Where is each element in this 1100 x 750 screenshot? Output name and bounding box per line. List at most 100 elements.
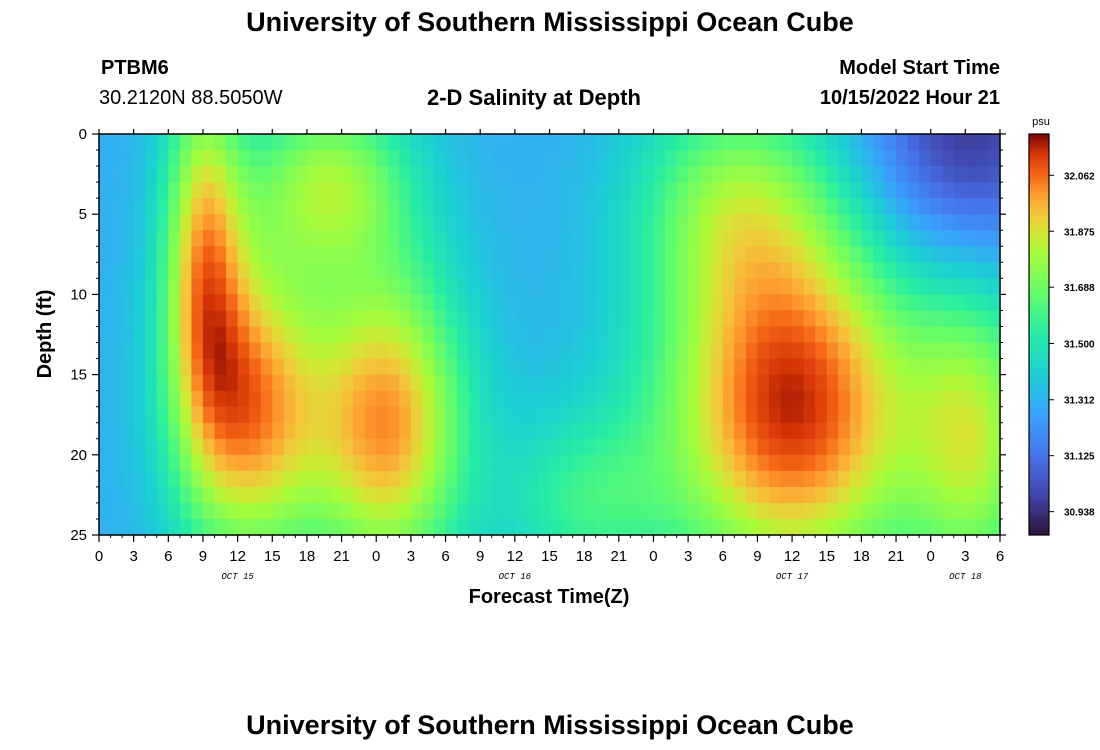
heatmap-cell: [503, 262, 516, 279]
heatmap-cell: [549, 374, 562, 392]
heatmap-cell: [930, 454, 943, 472]
heatmap-cell: [942, 310, 955, 328]
heatmap-cell: [849, 134, 862, 151]
heatmap-cell: [549, 438, 562, 456]
heatmap-cell: [110, 358, 123, 376]
heatmap-cell: [815, 518, 828, 536]
heatmap-cell: [387, 486, 400, 504]
heatmap-cell: [861, 278, 874, 295]
heatmap-cell: [676, 502, 689, 520]
station-id: PTBM6: [101, 57, 169, 79]
heatmap-cell: [249, 422, 262, 440]
heatmap-cell: [341, 198, 354, 215]
heatmap-cell: [422, 246, 435, 263]
page-title: University of Southern Mississippi Ocean…: [246, 7, 854, 37]
heatmap-cell: [930, 134, 943, 151]
heatmap-cell: [688, 438, 701, 456]
heatmap-cell: [99, 406, 112, 424]
heatmap-cell: [757, 326, 770, 344]
heatmap-cell: [607, 406, 620, 424]
heatmap-cell: [156, 438, 169, 456]
heatmap-cell: [965, 470, 978, 488]
heatmap-cell: [214, 246, 227, 263]
heatmap-cell: [896, 454, 909, 472]
heatmap-cell: [480, 198, 493, 215]
heatmap-cell: [399, 422, 412, 440]
heatmap-cell: [110, 342, 123, 360]
heatmap-cell: [711, 134, 724, 151]
heatmap-cell: [711, 166, 724, 183]
heatmap-cell: [884, 390, 897, 408]
heatmap-cell: [930, 182, 943, 199]
heatmap-cell: [168, 342, 181, 360]
heatmap-cell: [561, 214, 574, 231]
heatmap-cell: [491, 502, 504, 520]
heatmap-cell: [780, 182, 793, 199]
heatmap-cell: [272, 374, 285, 392]
heatmap-cell: [318, 246, 331, 263]
heatmap-cell: [214, 230, 227, 247]
heatmap-cell: [953, 406, 966, 424]
heatmap-cell: [872, 438, 886, 456]
heatmap-cell: [768, 486, 782, 504]
heatmap-cell: [341, 486, 354, 504]
heatmap-cell: [318, 262, 331, 279]
heatmap-cell: [353, 390, 366, 408]
heatmap-cell: [202, 406, 216, 424]
heatmap-cell: [780, 150, 793, 167]
heatmap-cell: [249, 358, 262, 376]
heatmap-cell: [676, 326, 689, 344]
heatmap-cell: [780, 342, 793, 360]
heatmap-cell: [376, 358, 389, 376]
heatmap-cell: [110, 326, 123, 344]
heatmap-cell: [630, 406, 643, 424]
heatmap-cell: [838, 422, 851, 440]
heatmap-cell: [387, 358, 400, 376]
heatmap-cell: [953, 278, 966, 295]
heatmap-cell: [595, 134, 608, 151]
heatmap-cell: [514, 198, 527, 215]
heatmap-cell: [849, 342, 862, 360]
heatmap-cell: [665, 518, 678, 536]
heatmap-cell: [607, 246, 620, 263]
heatmap-cell: [688, 502, 701, 520]
heatmap-cell: [722, 422, 735, 440]
heatmap-cell: [514, 358, 527, 376]
heatmap-cell: [665, 310, 678, 328]
heatmap-cell: [364, 438, 377, 456]
heatmap-cell: [179, 310, 193, 328]
heatmap-cell: [433, 262, 447, 279]
heatmap-cell: [145, 326, 158, 344]
heatmap-cell: [537, 406, 551, 424]
heatmap-cell: [422, 294, 435, 312]
heatmap-cell: [907, 214, 920, 231]
heatmap-cell: [491, 262, 504, 279]
heatmap-cell: [376, 374, 389, 392]
heatmap-cell: [561, 262, 574, 279]
heatmap-cell: [260, 390, 273, 408]
heatmap-cell: [780, 214, 793, 231]
heatmap-cell: [584, 310, 597, 328]
heatmap-cell: [145, 278, 158, 295]
heatmap-cell: [826, 454, 839, 472]
heatmap-cell: [191, 518, 204, 536]
heatmap-cell: [283, 262, 296, 279]
heatmap-cell: [734, 502, 747, 520]
heatmap-cell: [457, 326, 470, 344]
heatmap-cell: [803, 198, 816, 215]
heatmap-cell: [734, 294, 747, 312]
heatmap-cell: [364, 310, 377, 328]
heatmap-cell: [480, 518, 493, 536]
heatmap-cell: [907, 326, 920, 344]
heatmap-cell: [364, 166, 377, 183]
heatmap-cell: [849, 422, 862, 440]
heatmap-cell: [353, 230, 366, 247]
heatmap-cell: [283, 374, 296, 392]
heatmap-cell: [433, 230, 447, 247]
heatmap-cell: [295, 230, 308, 247]
heatmap-cell: [826, 182, 839, 199]
heatmap-cell: [988, 262, 1001, 279]
heatmap-cell: [745, 358, 759, 376]
heatmap-cell: [907, 166, 920, 183]
heatmap-cell: [942, 214, 955, 231]
